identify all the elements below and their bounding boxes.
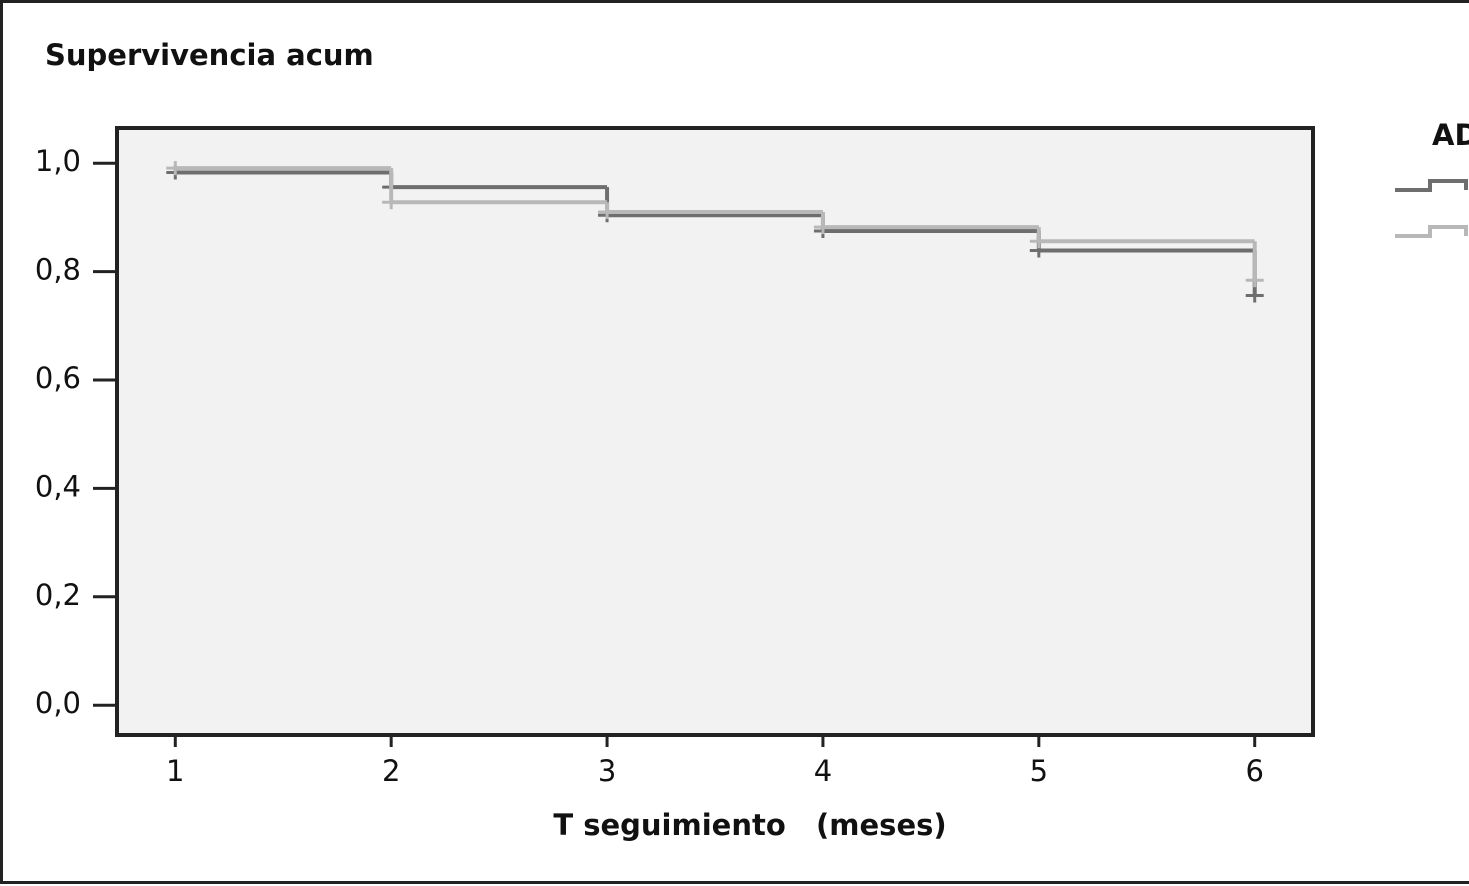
y-tick-label: 1,0 <box>35 144 81 178</box>
y-axis-title: Supervivencia acum <box>45 38 374 72</box>
censor-mark <box>1245 273 1264 288</box>
censor-mark <box>1029 234 1048 249</box>
x-tick-label: 3 <box>598 754 616 788</box>
censor-mark <box>598 205 617 220</box>
censor-mark <box>813 220 832 235</box>
x-axis-title: T seguimiento (meses) <box>553 808 946 842</box>
censor-mark <box>382 195 401 210</box>
plot-area <box>115 126 1315 737</box>
censor-mark <box>1245 288 1264 303</box>
x-tick-label: 2 <box>382 754 400 788</box>
x-tick-label: 5 <box>1030 754 1048 788</box>
censor-mark <box>166 161 185 176</box>
legend-swatch <box>1395 225 1468 238</box>
y-tick-label: 0,0 <box>35 686 81 720</box>
y-tick-label: 0,6 <box>35 361 81 395</box>
x-tick-label: 6 <box>1245 754 1263 788</box>
x-tick-label: 4 <box>814 754 832 788</box>
x-tick-label: 1 <box>166 754 184 788</box>
y-tick-label: 0,4 <box>35 469 81 503</box>
legend-swatch <box>1395 179 1468 192</box>
y-tick-label: 0,8 <box>35 253 81 287</box>
legend-title: AD <box>1432 118 1469 152</box>
y-tick-label: 0,2 <box>35 578 81 612</box>
